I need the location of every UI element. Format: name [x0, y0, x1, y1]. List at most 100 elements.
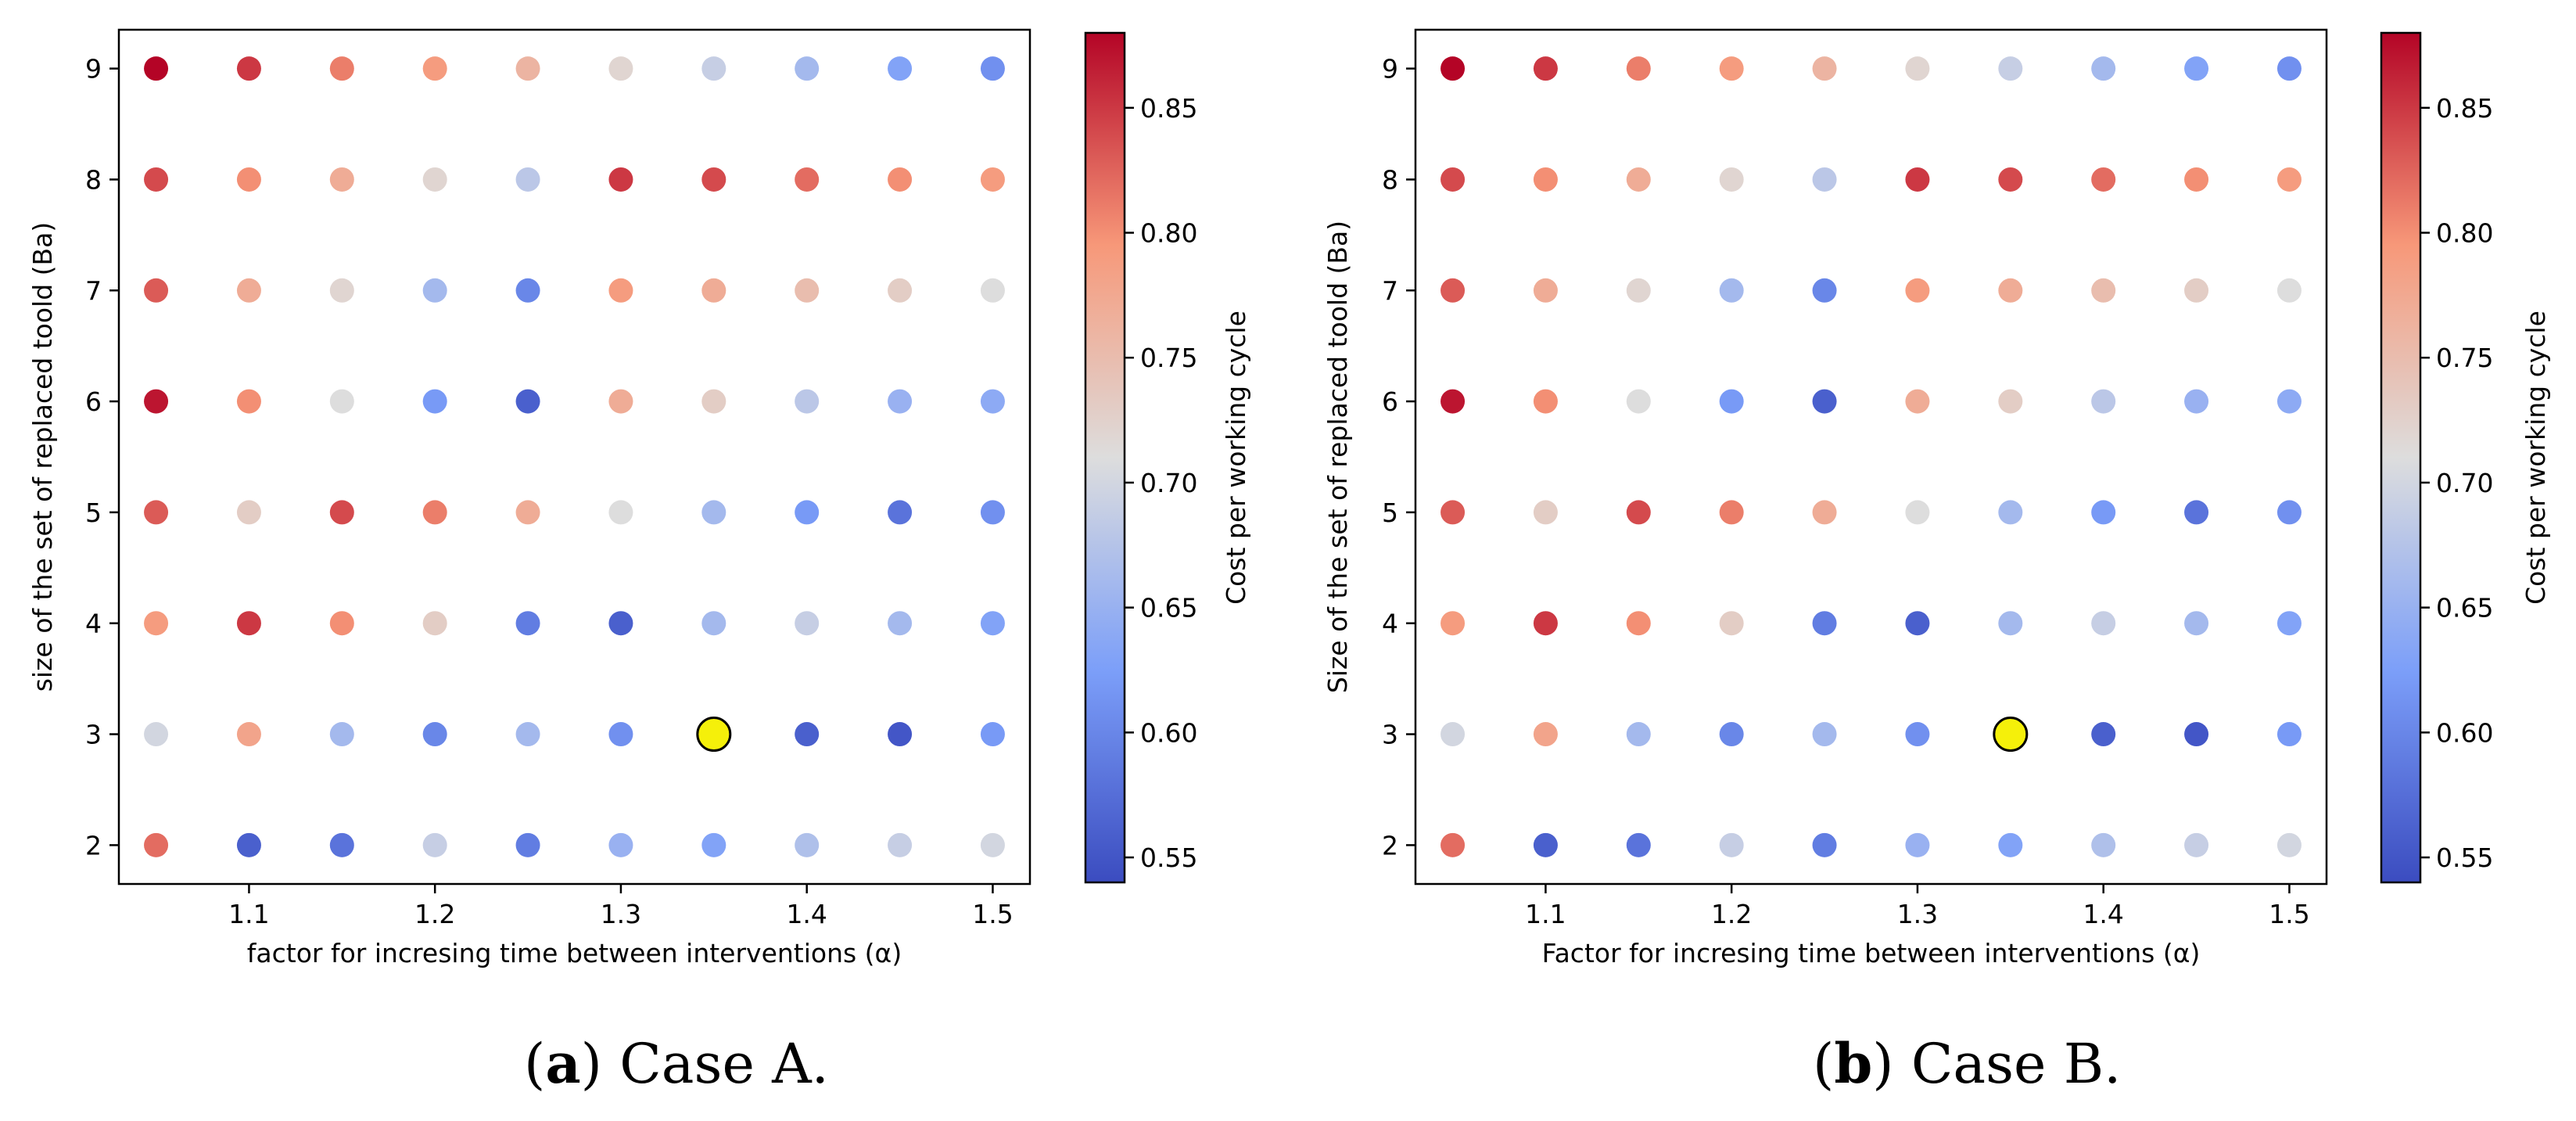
- data-point: [422, 278, 447, 303]
- data-point: [2184, 500, 2209, 525]
- data-point: [236, 500, 261, 525]
- data-point: [236, 167, 261, 192]
- data-point: [701, 278, 727, 303]
- x-tick-label: 1.5: [2269, 899, 2309, 929]
- data-point: [701, 56, 727, 81]
- x-tick-label: 1.1: [228, 899, 269, 929]
- colorbar-tick-label: 0.60: [1140, 717, 1197, 748]
- data-point: [701, 167, 727, 192]
- data-point: [795, 389, 820, 414]
- data-point: [144, 278, 169, 303]
- plot-frame: [1414, 28, 2328, 886]
- data-point: [515, 56, 540, 81]
- colorbar-tick-label: 0.75: [2436, 343, 2493, 373]
- data-point: [144, 722, 169, 747]
- colorbar-tick-label: 0.85: [2436, 93, 2493, 124]
- data-point: [144, 56, 169, 81]
- data-point: [1812, 56, 1837, 81]
- data-point: [144, 832, 169, 857]
- caption-a-letter: a: [545, 1031, 581, 1096]
- data-point: [1812, 500, 1837, 525]
- data-point: [608, 389, 633, 414]
- data-point: [1905, 722, 1930, 747]
- data-point: [795, 611, 820, 636]
- data-point: [1440, 278, 1466, 303]
- data-point: [2276, 500, 2302, 525]
- data-point: [1533, 278, 1558, 303]
- x-tick-label: 1.3: [601, 899, 641, 929]
- x-tick-label: 1.3: [1897, 899, 1938, 929]
- data-point: [795, 167, 820, 192]
- data-point: [980, 832, 1005, 857]
- data-point: [888, 722, 913, 747]
- data-point: [1626, 167, 1651, 192]
- data-point: [2184, 56, 2209, 81]
- data-point: [1719, 56, 1744, 81]
- y-tick-label: 2: [1382, 830, 1398, 861]
- data-point: [701, 832, 727, 857]
- data-point: [329, 278, 354, 303]
- data-point: [1533, 611, 1558, 636]
- data-point: [608, 167, 633, 192]
- data-point: [2276, 832, 2302, 857]
- data-point: [329, 722, 354, 747]
- data-point: [515, 389, 540, 414]
- colorbar: [1084, 31, 1126, 884]
- data-point: [1812, 167, 1837, 192]
- data-point: [1533, 56, 1558, 81]
- data-point: [1719, 722, 1744, 747]
- data-point: [515, 278, 540, 303]
- data-point: [1440, 832, 1466, 857]
- data-point: [1905, 611, 1930, 636]
- y-tick-label: 2: [85, 830, 102, 861]
- colorbar-tick-label: 0.75: [1140, 343, 1197, 373]
- data-point: [608, 56, 633, 81]
- y-tick-label: 8: [85, 164, 102, 195]
- data-point: [236, 611, 261, 636]
- colorbar-tick-label: 0.60: [2436, 717, 2493, 748]
- data-point: [2091, 56, 2116, 81]
- x-tick-label: 1.1: [1525, 899, 1566, 929]
- plot-frame: [117, 28, 1031, 886]
- data-point: [701, 389, 727, 414]
- data-point: [2276, 167, 2302, 192]
- data-point: [1626, 389, 1651, 414]
- data-point: [2184, 167, 2209, 192]
- data-point: [2184, 389, 2209, 414]
- data-point: [980, 611, 1005, 636]
- data-point: [1998, 167, 2023, 192]
- y-tick-label: 8: [1382, 164, 1398, 195]
- data-point: [144, 611, 169, 636]
- data-point: [888, 611, 913, 636]
- data-point: [329, 56, 354, 81]
- data-point: [1719, 500, 1744, 525]
- data-point: [1998, 500, 2023, 525]
- data-point: [1905, 56, 1930, 81]
- optimal-point-marker: [696, 717, 732, 753]
- y-axis-label: Size of the set of replaced toold (Ba): [1322, 221, 1353, 693]
- data-point: [1440, 56, 1466, 81]
- data-point: [795, 832, 820, 857]
- y-tick-label: 5: [1382, 498, 1398, 528]
- data-point: [422, 56, 447, 81]
- data-point: [515, 611, 540, 636]
- data-point: [795, 722, 820, 747]
- data-point: [1533, 722, 1558, 747]
- data-point: [2276, 389, 2302, 414]
- y-tick-label: 6: [1382, 386, 1398, 417]
- data-point: [1905, 832, 1930, 857]
- y-tick-label: 9: [1382, 54, 1398, 84]
- data-point: [1440, 611, 1466, 636]
- data-point: [329, 167, 354, 192]
- data-point: [980, 500, 1005, 525]
- data-point: [515, 500, 540, 525]
- caption-a: (a) Case A.: [524, 1031, 829, 1096]
- colorbar-tick-label: 0.85: [1140, 93, 1197, 124]
- data-point: [2091, 167, 2116, 192]
- data-point: [888, 278, 913, 303]
- caption-b-letter: b: [1834, 1031, 1873, 1096]
- data-point: [1998, 56, 2023, 81]
- colorbar-tick-label: 0.80: [2436, 218, 2493, 249]
- panel-a: 1.1 1.2 1.3 1.4 1.5 2 3 4 5 6 7 8 9 factor for incres…: [27, 28, 1251, 968]
